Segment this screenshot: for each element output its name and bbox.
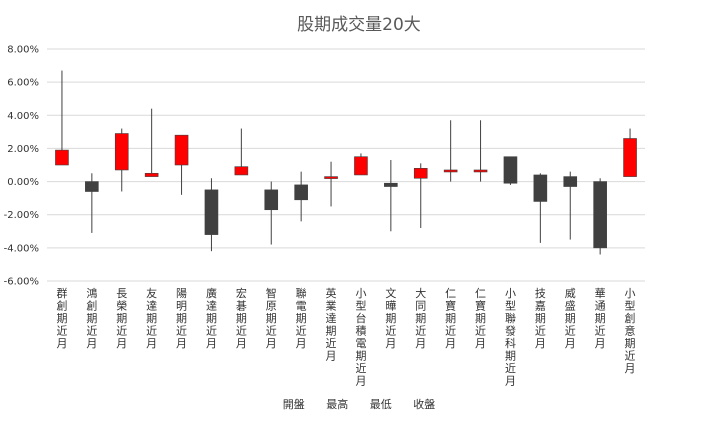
x-category-label: 英業達期近月 (326, 286, 337, 363)
x-category-label: 廣達期近月 (206, 286, 217, 350)
candle-body (174, 134, 189, 166)
candle-body (473, 169, 488, 173)
x-category-label: 鴻創期近月 (86, 286, 97, 350)
x-category-label: 仁寶期近月 (445, 287, 456, 350)
x-category-label: 大同期近月 (415, 286, 426, 350)
candle-body (204, 189, 219, 235)
candle-body (234, 166, 249, 176)
legend-open: 開盤 (282, 398, 305, 411)
x-category-label: 威盛期近月 (565, 287, 576, 350)
chart-legend: 開盤 最高 最低 收盤 (0, 396, 718, 412)
candle-body (533, 174, 548, 202)
candle-body (443, 169, 458, 173)
x-category-label: 陽明期近月 (176, 287, 187, 350)
x-category-label: 仁寶期近月 (475, 287, 486, 350)
y-tick-label: 0.00% (7, 177, 39, 188)
candle-body (264, 189, 279, 211)
candle-body (85, 181, 99, 192)
legend-high: 最高 (326, 398, 349, 411)
candle-body (384, 182, 398, 187)
y-tick-label: -2.00% (4, 210, 39, 221)
x-category-label: 技嘉期近月 (535, 287, 546, 350)
x-category-label: 小型創意期近月 (625, 287, 636, 375)
x-category-label: 智原期近月 (266, 286, 277, 350)
x-category-label: 聯電期近月 (296, 287, 307, 350)
x-category-label: 群創期近月 (56, 286, 67, 350)
legend-close: 收盤 (413, 398, 436, 411)
y-tick-label: 2.00% (7, 144, 39, 155)
y-tick-label: -6.00% (4, 277, 39, 288)
y-tick-label: 6.00% (7, 78, 39, 89)
candle-body (623, 138, 637, 177)
x-category-label: 文曄期近月 (385, 286, 396, 350)
candle-body (503, 156, 518, 184)
candle-body (294, 184, 308, 201)
x-category-label: 華通期近月 (595, 287, 606, 350)
x-category-label: 小型聯發科期近月 (505, 287, 516, 388)
chart-title: 股期成交量20大 (297, 15, 421, 35)
x-category-label: 友達期近月 (146, 286, 157, 350)
candle-body (354, 156, 368, 176)
y-tick-label: -4.00% (4, 243, 39, 254)
legend-low: 最低 (369, 398, 392, 411)
candle-body (563, 176, 578, 187)
candle-body (593, 181, 607, 249)
x-category-label: 小型台積電期近月 (355, 287, 366, 388)
x-category-label: 長榮期近月 (116, 287, 127, 350)
y-tick-label: 8.00% (7, 45, 39, 56)
candle-body (144, 172, 159, 177)
candle-body (413, 168, 428, 179)
candle-body (324, 176, 338, 179)
y-tick-label: 4.00% (7, 111, 39, 122)
x-category-label: 宏碁期近月 (236, 286, 247, 350)
candle-body (114, 133, 129, 171)
candle-body (55, 149, 69, 166)
